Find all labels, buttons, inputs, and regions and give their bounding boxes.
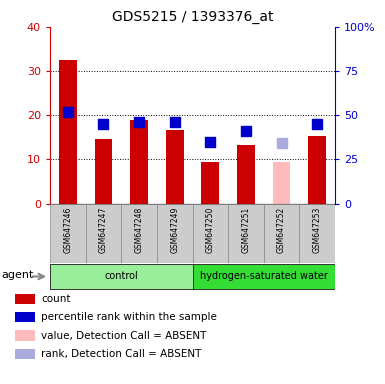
Text: agent: agent bbox=[1, 270, 33, 280]
Text: GSM647248: GSM647248 bbox=[135, 207, 144, 253]
Point bbox=[65, 109, 71, 115]
FancyBboxPatch shape bbox=[85, 204, 121, 263]
Text: GSM647246: GSM647246 bbox=[64, 207, 72, 253]
Bar bbox=[15, 294, 35, 304]
Title: GDS5215 / 1393376_at: GDS5215 / 1393376_at bbox=[112, 10, 273, 25]
Point bbox=[172, 119, 178, 125]
FancyBboxPatch shape bbox=[192, 204, 228, 263]
Text: value, Detection Call = ABSENT: value, Detection Call = ABSENT bbox=[41, 331, 206, 341]
Bar bbox=[201, 162, 219, 204]
Text: GSM647251: GSM647251 bbox=[241, 207, 250, 253]
Text: GSM647250: GSM647250 bbox=[206, 207, 215, 253]
Bar bbox=[15, 330, 35, 341]
FancyBboxPatch shape bbox=[264, 204, 300, 263]
Text: GSM647252: GSM647252 bbox=[277, 207, 286, 253]
Point bbox=[207, 139, 213, 145]
Text: GSM647249: GSM647249 bbox=[170, 207, 179, 253]
Point bbox=[100, 121, 107, 127]
Bar bbox=[166, 130, 184, 204]
Bar bbox=[130, 120, 148, 204]
Bar bbox=[15, 349, 35, 359]
Text: hydrogen-saturated water: hydrogen-saturated water bbox=[200, 271, 328, 281]
Bar bbox=[308, 136, 326, 204]
Bar bbox=[273, 162, 290, 204]
FancyBboxPatch shape bbox=[121, 204, 157, 263]
Bar bbox=[15, 312, 35, 323]
Bar bbox=[59, 60, 77, 204]
Text: count: count bbox=[41, 294, 70, 304]
Bar bbox=[95, 139, 112, 204]
Point bbox=[314, 121, 320, 127]
Text: percentile rank within the sample: percentile rank within the sample bbox=[41, 312, 217, 322]
FancyBboxPatch shape bbox=[50, 204, 85, 263]
FancyBboxPatch shape bbox=[50, 263, 192, 290]
Point bbox=[278, 141, 285, 147]
Text: GSM647247: GSM647247 bbox=[99, 207, 108, 253]
Text: GSM647253: GSM647253 bbox=[313, 207, 321, 253]
FancyBboxPatch shape bbox=[300, 204, 335, 263]
FancyBboxPatch shape bbox=[228, 204, 264, 263]
Text: control: control bbox=[104, 271, 138, 281]
Point bbox=[136, 119, 142, 125]
Bar bbox=[237, 145, 255, 204]
FancyBboxPatch shape bbox=[192, 263, 335, 290]
FancyBboxPatch shape bbox=[157, 204, 192, 263]
Text: rank, Detection Call = ABSENT: rank, Detection Call = ABSENT bbox=[41, 349, 201, 359]
Point bbox=[243, 128, 249, 134]
